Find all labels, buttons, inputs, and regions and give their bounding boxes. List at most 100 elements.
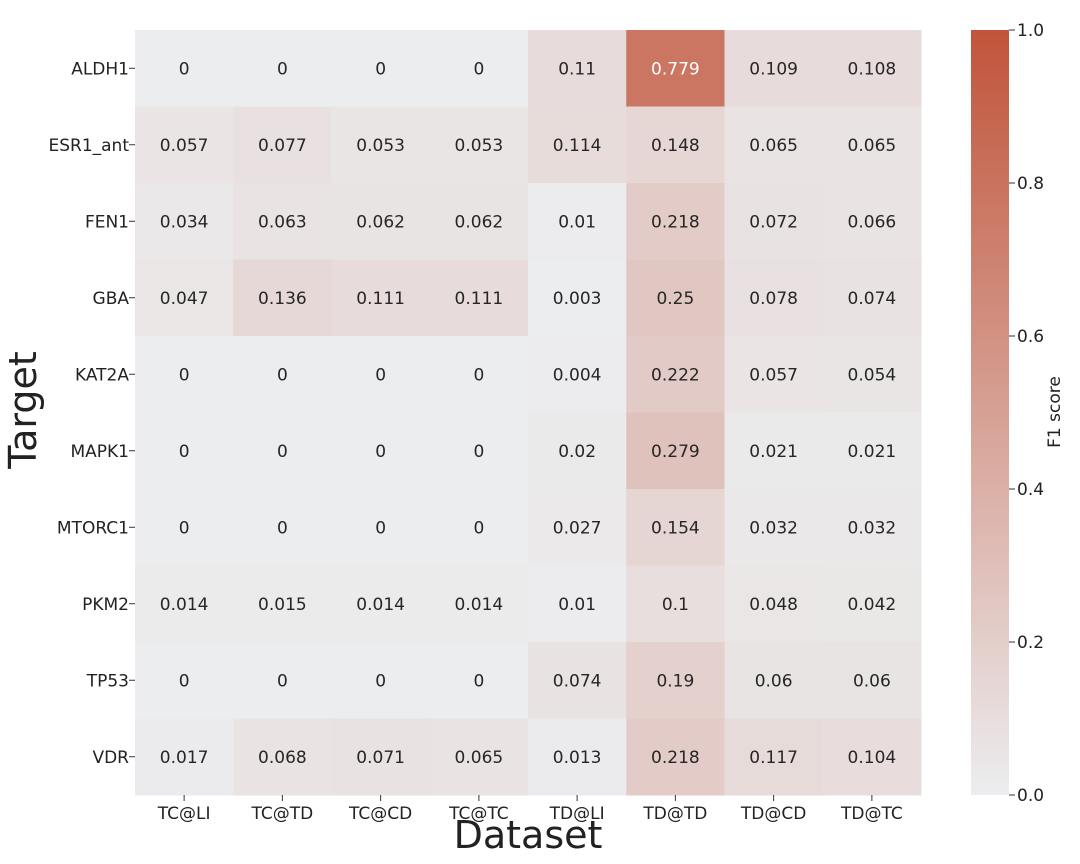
cell-value-label: 0.072 <box>749 212 798 232</box>
heatmap-cell <box>724 412 824 490</box>
cell-value-label: 0.014 <box>455 595 504 615</box>
heatmap-cell <box>626 106 725 184</box>
cell-value-label: 0.027 <box>553 518 602 538</box>
heatmap-cell <box>233 106 332 184</box>
colorbar-tick-label: 1.0 <box>1017 21 1044 41</box>
x-axis-title: Dataset <box>454 813 603 857</box>
heatmap-cell <box>331 259 431 337</box>
heatmap-cell <box>331 565 431 643</box>
y-tick-label: PKM2 <box>82 595 129 615</box>
cell-value-label: 0.014 <box>160 595 209 615</box>
heatmap-cell <box>233 718 332 796</box>
heatmap-cell <box>135 336 234 413</box>
colorbar-tick-label: 0.0 <box>1017 786 1044 806</box>
y-tick-label: TP53 <box>86 671 129 691</box>
heatmap-cell <box>822 489 922 566</box>
cell-value-label: 0.104 <box>848 748 897 768</box>
cell-value-label: 0.053 <box>356 136 405 156</box>
heatmap-cell <box>626 183 725 260</box>
cell-value-label: 0.114 <box>553 136 602 156</box>
heatmap-cell <box>429 336 529 413</box>
cell-value-label: 0.111 <box>356 289 405 309</box>
heatmap-cell <box>135 259 234 337</box>
colorbar <box>971 30 1009 795</box>
heatmap-cell <box>331 106 431 184</box>
cell-value-label: 0 <box>179 59 190 79</box>
heatmap-cell <box>528 642 627 719</box>
heatmap-cell <box>233 183 332 260</box>
heatmap-cell <box>724 106 824 184</box>
cell-value-label: 0.074 <box>553 671 602 691</box>
heatmap-cell <box>528 718 627 796</box>
heatmap-cell <box>233 412 332 490</box>
heatmap-cell <box>528 565 627 643</box>
cell-value-label: 0.074 <box>848 289 897 309</box>
heatmap-cell <box>135 106 234 184</box>
cell-value-label: 0 <box>179 671 190 691</box>
cell-value-label: 0.154 <box>651 518 700 538</box>
cell-value-label: 0.034 <box>160 212 209 232</box>
heatmap-cell <box>724 565 824 643</box>
heatmap-cell <box>331 718 431 796</box>
x-tick-label: TC@LI <box>157 804 211 824</box>
cell-value-label: 0 <box>179 518 190 538</box>
cell-value-label: 0.11 <box>558 59 596 79</box>
heatmap-cell <box>233 565 332 643</box>
heatmap-cell <box>429 718 529 796</box>
heatmap-cell <box>724 336 824 413</box>
cell-value-label: 0 <box>473 442 484 462</box>
cell-value-label: 0 <box>277 59 288 79</box>
y-tick-label: VDR <box>92 748 129 768</box>
heatmap-cell <box>822 336 922 413</box>
x-tick-label: TD@LI <box>549 804 605 824</box>
y-tick-label: FEN1 <box>85 212 129 232</box>
heatmap-cell <box>626 565 725 643</box>
x-tick-label: TD@TD <box>642 804 707 824</box>
cell-value-label: 0.032 <box>848 518 897 538</box>
y-tick-label: MTORC1 <box>57 518 129 538</box>
cell-value-label: 0 <box>375 518 386 538</box>
heatmap-cell <box>429 183 529 260</box>
heatmap-cell <box>135 718 234 796</box>
cell-value-label: 0.01 <box>558 212 596 232</box>
cell-value-label: 0.02 <box>558 442 596 462</box>
cell-value-label: 0 <box>277 671 288 691</box>
cell-value-label: 0.19 <box>656 671 694 691</box>
heatmap-cell <box>135 489 234 566</box>
heatmap-cell <box>724 642 824 719</box>
cell-value-label: 0.054 <box>848 365 897 385</box>
cell-value-label: 0.218 <box>651 748 700 768</box>
heatmap-cell <box>135 565 234 643</box>
cell-value-label: 0.047 <box>160 289 209 309</box>
heatmap-cell <box>331 489 431 566</box>
colorbar-label: F1 score <box>1045 376 1065 448</box>
cell-value-label: 0 <box>375 365 386 385</box>
heatmap-cell <box>626 642 725 719</box>
x-tick-label: TC@TD <box>251 804 314 824</box>
heatmap-cell <box>233 336 332 413</box>
heatmap-cell <box>429 412 529 490</box>
heatmap-cell <box>822 565 922 643</box>
cell-value-label: 0 <box>473 671 484 691</box>
cell-value-label: 0.062 <box>356 212 405 232</box>
cell-value-label: 0 <box>375 442 386 462</box>
cell-value-label: 0.071 <box>356 748 405 768</box>
cell-value-label: 0 <box>277 518 288 538</box>
x-tick-label: TD@TC <box>840 804 903 824</box>
heatmap-cell <box>626 30 725 107</box>
cell-value-label: 0 <box>277 442 288 462</box>
cell-value-label: 0.032 <box>749 518 798 538</box>
colorbar-tick-label: 0.8 <box>1017 174 1044 194</box>
heatmap-cell <box>626 336 725 413</box>
cell-value-label: 0.25 <box>656 289 694 309</box>
heatmap-cell <box>626 718 725 796</box>
cell-value-label: 0.048 <box>749 595 798 615</box>
x-tick-label: TD@CD <box>740 804 806 824</box>
heatmap-cell <box>429 565 529 643</box>
heatmap-cell <box>429 30 529 107</box>
heatmap-cell <box>528 336 627 413</box>
heatmap-cell <box>233 489 332 566</box>
heatmap-cell <box>135 412 234 490</box>
heatmap-cell <box>822 106 922 184</box>
heatmap-cell <box>528 183 627 260</box>
